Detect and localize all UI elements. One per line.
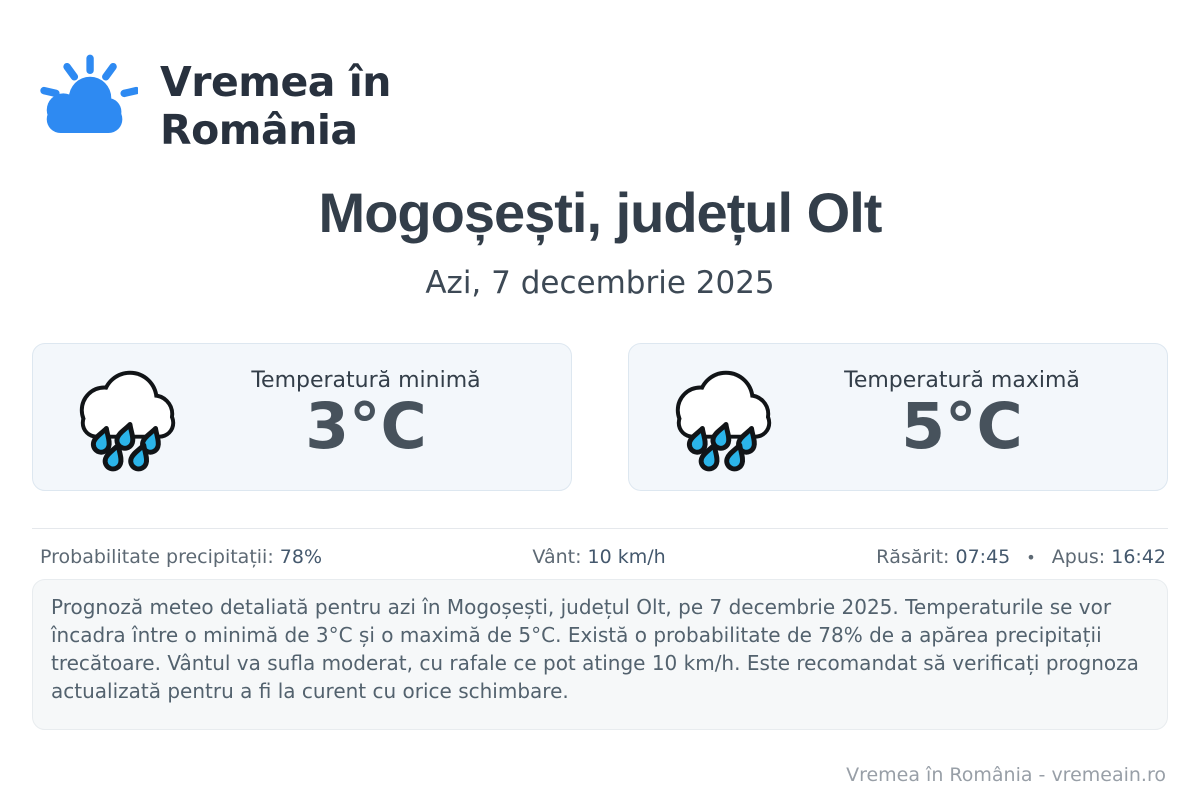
brand-line-1: Vremea în — [160, 58, 391, 106]
brand-line-2: România — [160, 106, 358, 154]
brand-name: Vremea în România — [160, 50, 391, 154]
sun-stat: Răsărit: 07:45 • Apus: 16:42 — [876, 546, 1166, 568]
sunset-label: Apus: — [1051, 546, 1106, 568]
stats-row: Probabilitate precipitații: 78% Vânt: 10… — [32, 528, 1168, 568]
wind-value: 10 km/h — [587, 546, 666, 568]
sun-cloud-logo-icon — [40, 54, 138, 134]
forecast-summary-text: Prognoză meteo detaliată pentru azi în M… — [51, 595, 1139, 703]
max-temperature-text: Temperatură maximă 5°C — [783, 368, 1167, 461]
precipitation-stat: Probabilitate precipitații: 78% — [40, 546, 322, 568]
wind-label: Vânt: — [532, 546, 582, 568]
forecast-summary-box: Prognoză meteo detaliată pentru azi în M… — [32, 579, 1168, 730]
temperature-cards: Temperatură minimă 3°C — [32, 343, 1168, 491]
precipitation-value: 78% — [279, 546, 323, 568]
sunset-value: 16:42 — [1111, 546, 1166, 568]
rain-cloud-icon — [79, 370, 176, 472]
max-temperature-label: Temperatură maximă — [844, 368, 1080, 394]
min-temperature-value: 3°C — [305, 390, 427, 464]
date-subtitle: Azi, 7 decembrie 2025 — [425, 265, 775, 301]
min-temperature-label: Temperatură minimă — [251, 368, 481, 394]
location-title: Mogoșești, județul Olt — [318, 181, 883, 244]
wind-stat: Vânt: 10 km/h — [532, 546, 665, 568]
precipitation-label: Probabilitate precipitații: — [40, 546, 274, 568]
bullet-separator: • — [1026, 548, 1036, 567]
sunrise-value: 07:45 — [955, 546, 1011, 568]
footer-credit[interactable]: Vremea în România - vremeain.ro — [846, 764, 1166, 786]
rain-cloud-icon — [675, 370, 772, 472]
max-temperature-card: Temperatură maximă 5°C — [628, 343, 1168, 491]
min-temperature-text: Temperatură minimă 3°C — [187, 368, 571, 461]
max-temperature-value: 5°C — [901, 390, 1023, 464]
brand-header[interactable]: Vremea în România — [32, 0, 1168, 154]
min-temperature-card: Temperatură minimă 3°C — [32, 343, 572, 491]
sunrise-label: Răsărit: — [876, 546, 950, 568]
